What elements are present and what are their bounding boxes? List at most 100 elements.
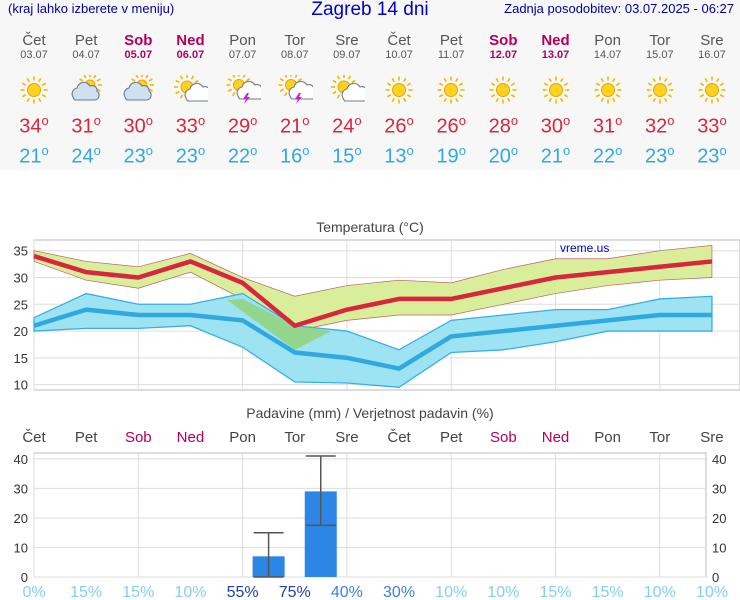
x-tick-label: Tor bbox=[284, 429, 305, 446]
watermark: vreme.us bbox=[560, 241, 609, 255]
x-tick-label: Sre bbox=[335, 429, 358, 446]
max-temp-value: 30 bbox=[540, 115, 563, 138]
degree-sign: o bbox=[250, 143, 258, 158]
min-temp-value: 22 bbox=[227, 145, 251, 168]
y-tick-label: 40 bbox=[14, 452, 28, 467]
daily-forecast-strip: Čet 03.07 34o 21o Pet 04.07 31o 24o Sob 05.07 30o 2… bbox=[8, 33, 736, 168]
day-name: Pon bbox=[594, 32, 621, 49]
min-temp-value: 23 bbox=[175, 145, 198, 168]
sun-icon bbox=[433, 75, 469, 105]
degree-sign: o bbox=[667, 143, 675, 158]
sun-icon bbox=[381, 75, 417, 105]
plot-area bbox=[33, 452, 707, 578]
max-temperature: 24o bbox=[321, 113, 373, 139]
degree-sign: o bbox=[302, 143, 310, 158]
day-date: 12.07 bbox=[489, 49, 518, 61]
max-temperature: 26o bbox=[373, 113, 425, 139]
precipitation-probability: 10% bbox=[174, 584, 206, 600]
min-temperature-line bbox=[33, 307, 712, 371]
min-temp-value: 13 bbox=[384, 145, 407, 168]
min-temp-value: 22 bbox=[592, 145, 616, 168]
day-name: Čet bbox=[22, 32, 46, 49]
day-date: 08.07 bbox=[280, 49, 309, 61]
day-name: Čet bbox=[387, 32, 411, 49]
min-temp-value: 23 bbox=[697, 145, 720, 168]
max-temp-value: 33 bbox=[697, 115, 720, 138]
precipitation-probability: 40% bbox=[331, 584, 363, 600]
y-tick-label-right: 20 bbox=[712, 511, 726, 526]
precipitation-probability: 10% bbox=[435, 584, 467, 600]
max-temperature: 30o bbox=[530, 113, 582, 139]
sun-icon bbox=[642, 75, 678, 105]
degree-sign: o bbox=[250, 113, 258, 128]
min-temp-value: 23 bbox=[645, 145, 668, 168]
day-column: Pon 14.07 31o 22o bbox=[582, 32, 634, 168]
max-temperature: 32o bbox=[634, 113, 686, 139]
min-temperature: 15o bbox=[321, 143, 373, 169]
max-temperature: 29o bbox=[217, 113, 269, 139]
day-column: Sre 09.07 24o 15o bbox=[321, 33, 373, 168]
day-column: Tor 08.07 21o 16o bbox=[269, 33, 321, 168]
x-tick-label: Ned bbox=[177, 429, 205, 446]
x-tick-label: Pon bbox=[229, 429, 256, 446]
min-temperature: 21o bbox=[8, 143, 60, 169]
x-tick-label: Čet bbox=[387, 429, 411, 446]
degree-sign: o bbox=[510, 113, 519, 128]
degree-sign: o bbox=[458, 113, 466, 128]
day-name: Sob bbox=[489, 32, 518, 49]
degree-sign: o bbox=[667, 113, 675, 128]
precipitation-probability: 55% bbox=[227, 584, 259, 600]
precip-chart-title: Padavine (mm) / Verjetnost padavin (%) bbox=[246, 405, 494, 421]
band-overlap bbox=[226, 298, 332, 350]
day-column: Sre 16.07 33o 23o bbox=[686, 32, 738, 168]
degree-sign: o bbox=[406, 143, 414, 158]
degree-sign: o bbox=[93, 143, 101, 158]
min-temp-value: 21 bbox=[540, 145, 563, 168]
day-name: Pet bbox=[74, 32, 98, 49]
y-tick-label-right: 10 bbox=[712, 540, 726, 555]
precipitation-chart: Čet Pet Sob Ned Pon Tor Sre Čet Pet Sob Ned Pon Tor S… bbox=[14, 429, 728, 600]
day-date: 09.07 bbox=[333, 49, 361, 61]
min-temp-value: 20 bbox=[488, 145, 511, 168]
precipitation-probability: 10% bbox=[487, 584, 519, 600]
max-temp-value: 33 bbox=[175, 115, 198, 138]
min-temperature: 23o bbox=[112, 143, 164, 169]
y-tick-label: 30 bbox=[14, 271, 28, 286]
precipitation-probability: 30% bbox=[383, 584, 415, 600]
y-tick-label-right: 0 bbox=[712, 570, 719, 585]
day-column: Sob 12.07 28o 20o bbox=[477, 32, 529, 168]
day-name: Ned bbox=[176, 32, 205, 49]
day-column: Pon 07.07 29o 22o bbox=[217, 33, 269, 168]
day-name: Ned bbox=[541, 32, 570, 49]
min-temperature: 13o bbox=[373, 143, 425, 169]
day-column: Pet 11.07 26o 19o bbox=[425, 32, 477, 168]
max-temperature: 21o bbox=[269, 113, 321, 139]
degree-sign: o bbox=[197, 113, 206, 128]
day-name: Sre bbox=[700, 32, 724, 49]
precipitation-probability: 15% bbox=[592, 584, 624, 600]
min-temp-value: 19 bbox=[436, 145, 459, 168]
sun-icon bbox=[694, 75, 730, 105]
precipitation-probability: 15% bbox=[70, 584, 102, 600]
max-temperature: 33o bbox=[686, 113, 738, 139]
day-name: Pet bbox=[439, 32, 463, 49]
temperature-chart-title: Temperatura (°C) bbox=[316, 219, 424, 235]
degree-sign: o bbox=[563, 143, 571, 158]
x-tick-label: Pet bbox=[440, 429, 463, 446]
y-tick-label-right: 30 bbox=[712, 481, 726, 496]
degree-sign: o bbox=[615, 113, 623, 128]
max-temp-value: 28 bbox=[488, 115, 511, 138]
sun-cloud-icon bbox=[329, 74, 370, 105]
degree-sign: o bbox=[458, 143, 466, 158]
max-temperature: 33o bbox=[164, 113, 216, 139]
y-tick-label: 20 bbox=[14, 324, 28, 339]
min-temp-value: 16 bbox=[280, 145, 303, 168]
day-date: 11.07 bbox=[437, 49, 465, 61]
precipitation-probability: 10% bbox=[644, 584, 676, 600]
cloud-sun-icon bbox=[120, 73, 156, 105]
min-temperature: 24o bbox=[60, 143, 112, 169]
max-temp-value: 21 bbox=[280, 115, 303, 138]
max-temp-value: 32 bbox=[645, 115, 668, 138]
day-column: Čet 03.07 34o 21o bbox=[8, 32, 60, 168]
y-tick-label: 25 bbox=[14, 297, 28, 312]
